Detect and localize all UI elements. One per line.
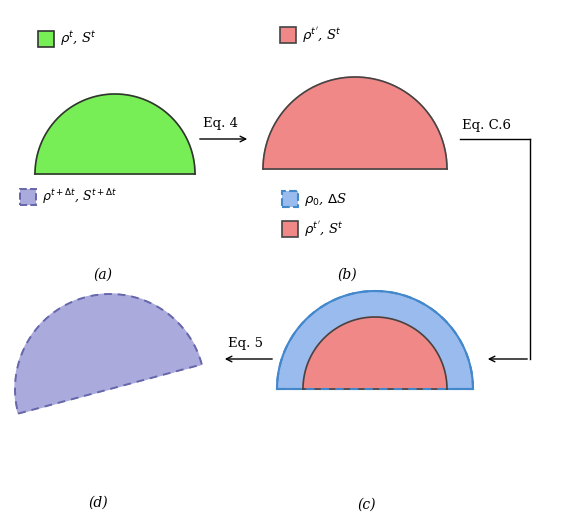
Polygon shape bbox=[15, 294, 202, 414]
Bar bbox=[282, 221, 298, 237]
Text: $\rho^t$, S$^t$: $\rho^t$, S$^t$ bbox=[60, 30, 96, 48]
Polygon shape bbox=[277, 291, 473, 389]
Text: Eq. 5: Eq. 5 bbox=[228, 337, 263, 350]
Text: Eq. C.6: Eq. C.6 bbox=[462, 119, 511, 132]
Polygon shape bbox=[303, 317, 447, 389]
Text: $\rho^{t'}$, S$^t$: $\rho^{t'}$, S$^t$ bbox=[302, 25, 341, 45]
Bar bbox=[280, 27, 296, 43]
Text: (b): (b) bbox=[337, 268, 357, 282]
Text: (a): (a) bbox=[93, 268, 112, 282]
Text: $\rho_0$, $\Delta$S: $\rho_0$, $\Delta$S bbox=[304, 190, 347, 208]
Text: (c): (c) bbox=[357, 498, 376, 512]
Bar bbox=[282, 191, 298, 207]
Bar bbox=[38, 31, 54, 47]
Polygon shape bbox=[263, 77, 447, 169]
Text: Eq. 4: Eq. 4 bbox=[203, 117, 238, 130]
Text: $\rho^{t+\Delta t}$, S$^{t+\Delta t}$: $\rho^{t+\Delta t}$, S$^{t+\Delta t}$ bbox=[42, 187, 117, 207]
Bar bbox=[20, 189, 36, 205]
Polygon shape bbox=[35, 94, 195, 174]
Text: (d): (d) bbox=[88, 496, 108, 510]
Text: $\rho^{t'}$, S$^t$: $\rho^{t'}$, S$^t$ bbox=[304, 220, 343, 239]
